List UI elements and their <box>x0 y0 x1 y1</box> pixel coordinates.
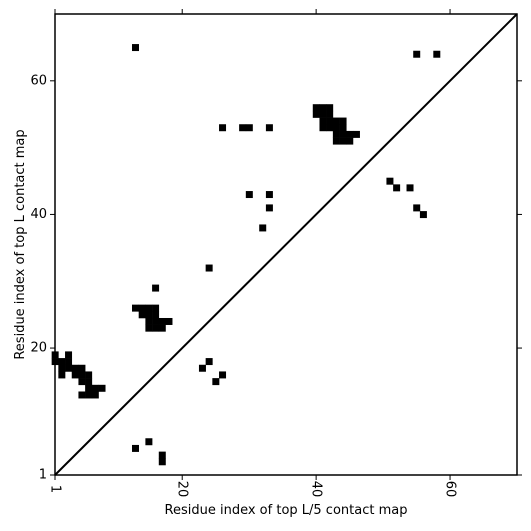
contact-cell-lower-11 <box>158 317 166 325</box>
contact-cell-lower-5 <box>152 304 160 312</box>
contact-cell-upper-8 <box>326 110 334 118</box>
contact-cell-upper-20 <box>352 130 360 138</box>
contact-cell-upper-10 <box>326 117 334 125</box>
contact-cell-lower-30 <box>85 378 93 386</box>
contact-cell-lower-2 <box>132 304 139 312</box>
contact-cell-lower-22 <box>65 364 73 372</box>
contact-cell-lower-10 <box>152 317 160 325</box>
contact-cell-lower-36 <box>91 391 99 399</box>
contact-cell-upper-17 <box>332 130 340 138</box>
contact-cell-lower-15 <box>158 324 166 332</box>
contact-cell-lower-14 <box>152 324 160 332</box>
contact-cell-lower-40 <box>212 378 220 386</box>
contact-cell-upper-26 <box>245 124 253 132</box>
y-axis-label: Residue index of top L contact map <box>13 129 28 359</box>
contact-cell-lower-27 <box>78 371 86 379</box>
contact-cell-upper-9 <box>319 117 327 125</box>
contact-cell-lower-26 <box>71 371 79 379</box>
contact-cell-upper-5 <box>326 104 334 112</box>
diagonal-line <box>54 13 518 476</box>
contact-cell-upper-18 <box>339 130 347 138</box>
y-tick-label-1: 20 <box>30 341 47 356</box>
contact-cell-lower-35 <box>85 391 93 399</box>
contact-cell-lower-8 <box>152 311 160 319</box>
plot-frame <box>54 13 518 476</box>
contact-cell-lower-0 <box>152 284 160 292</box>
contact-cell-lower-32 <box>91 384 99 392</box>
contact-cell-lower-24 <box>78 364 86 372</box>
contact-cell-upper-7 <box>319 110 327 118</box>
contact-cell-upper-19 <box>346 130 354 138</box>
contact-cell-upper-14 <box>326 124 334 132</box>
x-tick-label-3: 60 <box>443 481 458 498</box>
contact-cell-lower-28 <box>85 371 93 379</box>
contact-cell-lower-25 <box>58 371 66 379</box>
contact-cell-lower-43 <box>158 451 166 459</box>
contact-cell-lower-13 <box>145 324 153 332</box>
contact-cell-upper-31 <box>259 224 267 232</box>
contact-cell-lower-23 <box>71 364 79 372</box>
y-tick-label-2: 40 <box>30 207 47 222</box>
contact-cell-lower-17 <box>65 351 73 359</box>
contact-cell-lower-38 <box>198 364 206 372</box>
contact-cell-upper-25 <box>239 124 247 132</box>
contact-cell-upper-32 <box>386 177 394 185</box>
contact-cell-upper-22 <box>339 137 347 145</box>
contact-cell-lower-12 <box>165 317 173 325</box>
contact-cell-upper-21 <box>332 137 340 145</box>
contact-cell-lower-19 <box>58 358 66 366</box>
contact-cells <box>51 44 441 466</box>
contact-cell-upper-27 <box>265 124 273 132</box>
x-tick-label-2: 40 <box>309 481 324 498</box>
contact-cell-upper-23 <box>346 137 354 145</box>
contact-cell-upper-2 <box>433 50 441 58</box>
contact-cell-upper-13 <box>319 124 327 132</box>
contact-cell-lower-6 <box>138 311 146 319</box>
contact-cell-lower-37 <box>205 358 213 366</box>
contact-cell-upper-0 <box>132 44 139 52</box>
contact-cell-lower-44 <box>158 458 166 466</box>
contact-cell-lower-3 <box>138 304 146 312</box>
contact-cell-lower-1 <box>205 264 213 272</box>
axis-ticks: 1 20 40 60 1 20 40 60 <box>30 9 522 497</box>
contact-cell-lower-9 <box>145 317 153 325</box>
contact-cell-upper-29 <box>265 191 273 199</box>
y-tick-label-3: 60 <box>30 73 47 88</box>
contact-cell-upper-34 <box>406 184 414 192</box>
contact-cell-lower-31 <box>85 384 93 392</box>
contact-cell-upper-12 <box>339 117 347 125</box>
contact-cell-upper-16 <box>339 124 347 132</box>
contact-cell-lower-42 <box>145 438 153 446</box>
x-tick-label-1: 20 <box>175 481 190 498</box>
contact-cell-upper-35 <box>413 204 421 212</box>
contact-cell-lower-20 <box>65 358 73 366</box>
contact-cell-lower-33 <box>98 384 106 392</box>
contact-cell-upper-1 <box>413 50 421 58</box>
contact-cell-lower-41 <box>132 444 139 452</box>
contact-cell-upper-4 <box>319 104 327 112</box>
contact-cell-upper-33 <box>393 184 401 192</box>
contact-cell-lower-21 <box>58 364 66 372</box>
contact-cell-upper-24 <box>219 124 227 132</box>
contact-cell-upper-11 <box>332 117 340 125</box>
contact-cell-upper-36 <box>419 211 427 219</box>
contact-cell-lower-34 <box>78 391 86 399</box>
contact-cell-upper-6 <box>312 110 320 118</box>
contact-cell-upper-28 <box>245 191 253 199</box>
x-tick-label-0: 1 <box>48 485 63 493</box>
contact-cell-upper-3 <box>312 104 320 112</box>
contact-cell-lower-7 <box>145 311 153 319</box>
contact-cell-lower-29 <box>78 378 86 386</box>
y-tick-label-0: 1 <box>39 468 47 483</box>
contact-cell-upper-15 <box>332 124 340 132</box>
x-axis-label: Residue index of top L/5 contact map <box>165 503 408 518</box>
contact-cell-upper-30 <box>265 204 273 212</box>
contact-cell-lower-4 <box>145 304 153 312</box>
contact-cell-lower-39 <box>219 371 227 379</box>
